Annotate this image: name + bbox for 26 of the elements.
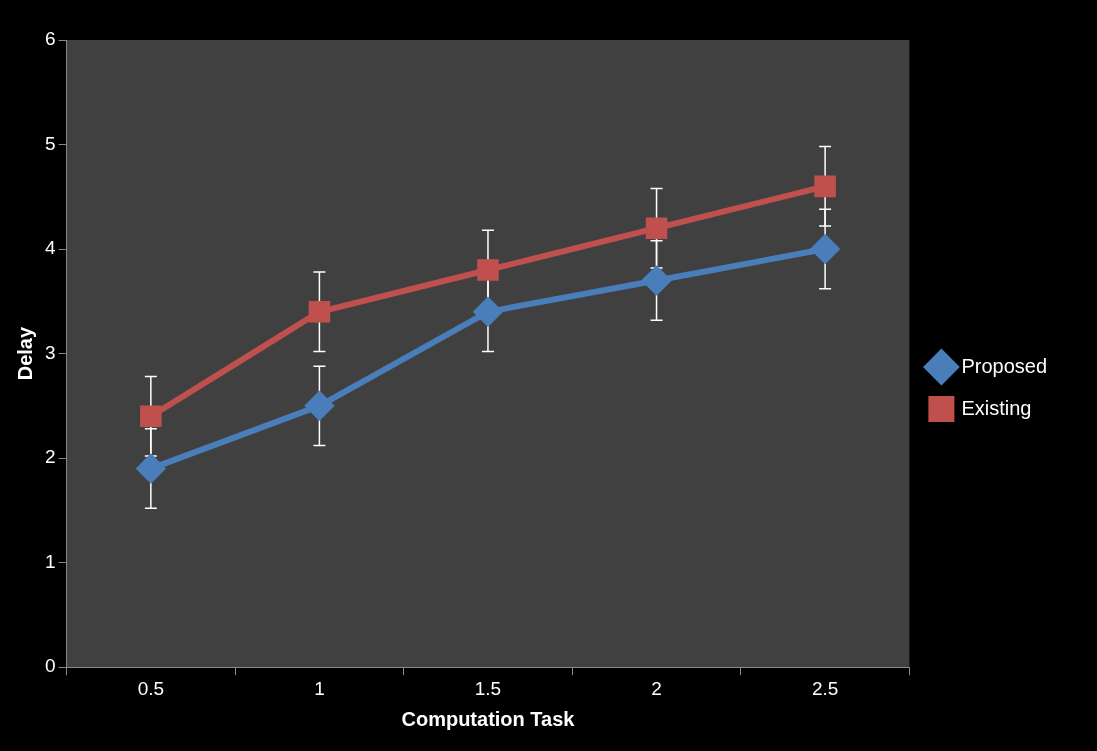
y-tick-label: 5 [44, 132, 56, 154]
x-tick-label: 1.5 [474, 677, 502, 699]
x-tick-label: 1 [314, 677, 325, 699]
legend-label: Proposed [961, 354, 1048, 377]
y-tick-label: 4 [44, 237, 56, 259]
legend-label: Existing [961, 396, 1032, 419]
x-tick-label: 2.5 [811, 677, 839, 699]
point [645, 217, 668, 239]
y-tick-label: 1 [44, 550, 56, 572]
x-axis-title: Computation Task [401, 707, 576, 730]
y-tick-label: 3 [44, 341, 56, 363]
point [811, 235, 840, 264]
point [814, 175, 836, 198]
point [473, 297, 502, 326]
point [136, 454, 165, 483]
point [642, 266, 671, 295]
point [308, 301, 331, 323]
y-axis-title: Delay [13, 326, 36, 381]
y-tick-label: 6 [44, 28, 56, 50]
y-tick-label: 2 [44, 446, 56, 468]
x-tick-label: 2 [651, 677, 662, 699]
point [305, 391, 334, 420]
point [140, 405, 162, 428]
y-tick-label: 0 [44, 655, 56, 677]
x-tick-label: 0.5 [137, 677, 165, 699]
point [477, 259, 499, 281]
